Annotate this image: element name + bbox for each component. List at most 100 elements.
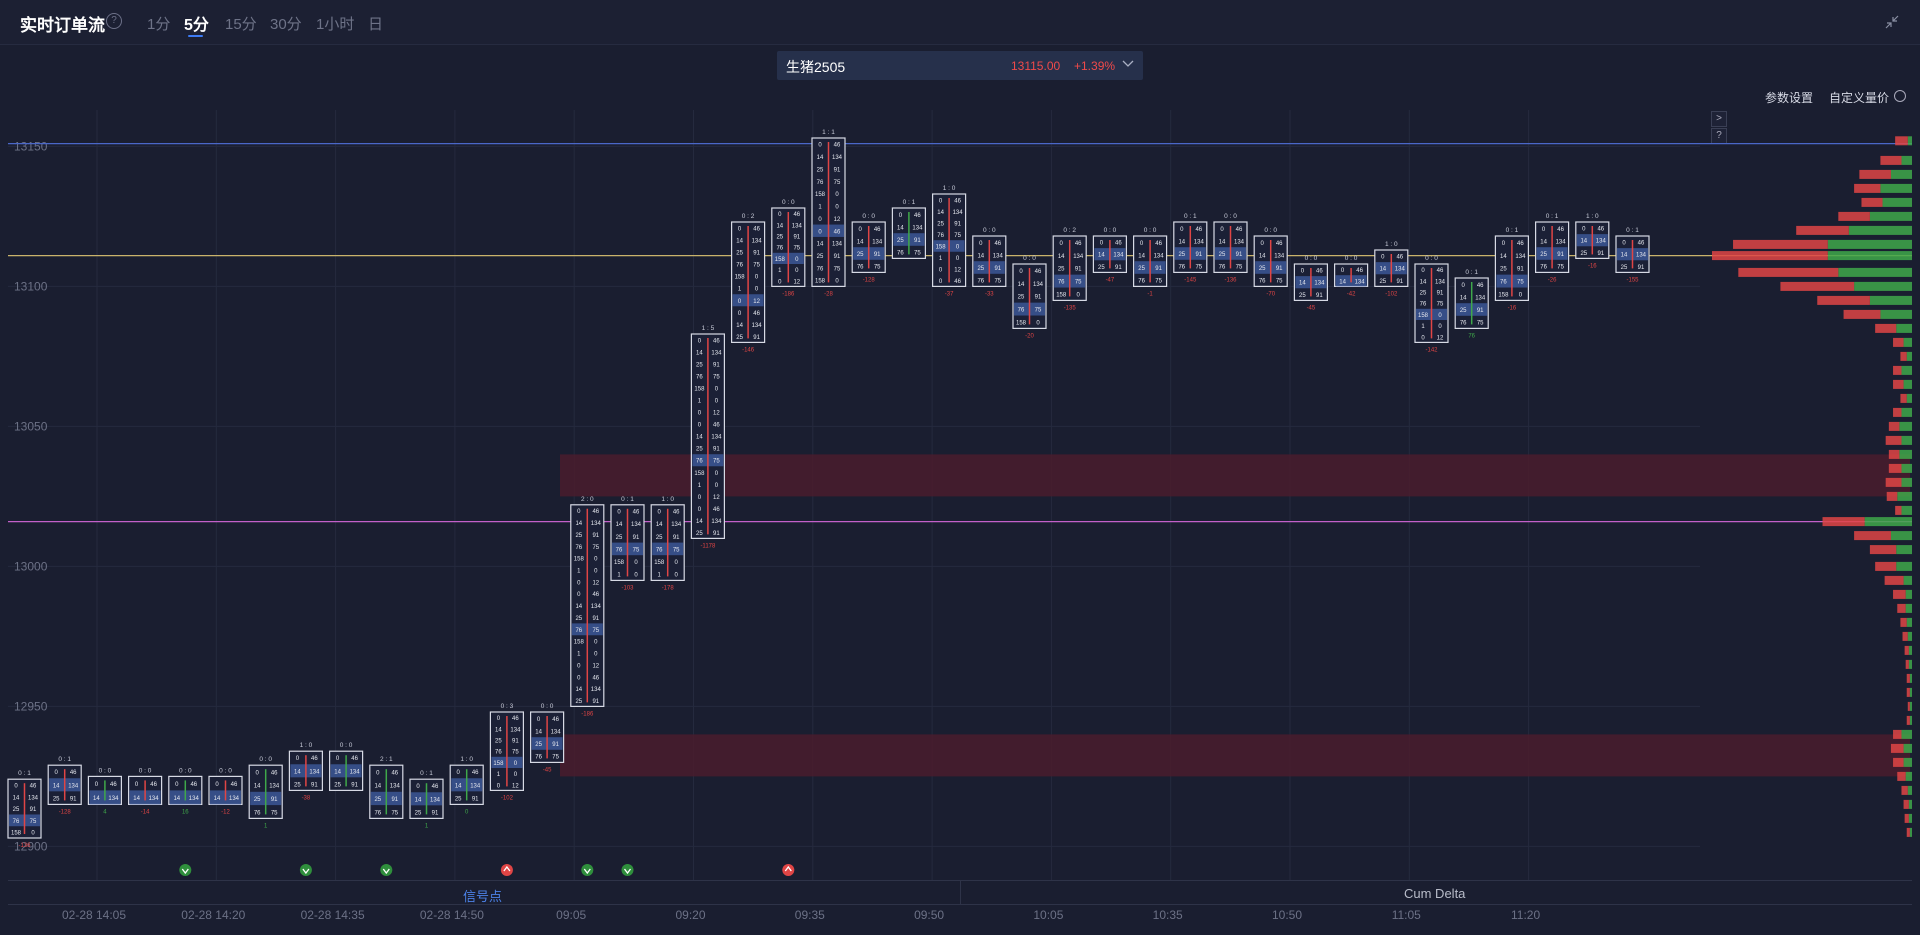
profile-bid-bar: [1900, 617, 1907, 627]
profile-bid-bar: [1838, 211, 1870, 221]
bid-cell: 76: [1178, 265, 1185, 271]
bar-delta-label: -103: [621, 585, 634, 591]
bid-cell: 0: [256, 770, 260, 776]
profile-ask-bar: [1906, 617, 1912, 627]
instrument-selector[interactable]: 生猪2505 13115.00 +1.39%: [777, 51, 1143, 80]
ask-cell: 46: [1396, 255, 1403, 261]
tab-day[interactable]: 日: [368, 16, 384, 33]
bar-ratio-label: 0 : 1: [18, 770, 31, 777]
profile-bid-bar: [1888, 421, 1900, 431]
bid-cell: 25: [1420, 291, 1427, 297]
bid-cell: 14: [1098, 253, 1105, 259]
profile-ask-bar: [1908, 645, 1912, 655]
signal-down-icon: [299, 864, 312, 876]
bid-cell: 1: [698, 483, 702, 489]
bar-ratio-label: 0 : 0: [259, 756, 272, 763]
tab-15min[interactable]: 15分: [225, 16, 257, 33]
ask-cell: 91: [874, 252, 881, 258]
expand-button[interactable]: >: [1711, 111, 1727, 127]
ask-cell: 46: [793, 212, 800, 218]
bid-cell: 76: [1540, 265, 1547, 271]
bid-cell: 0: [497, 716, 501, 722]
bid-cell: 25: [1540, 252, 1547, 258]
bid-cell: 158: [1498, 292, 1509, 298]
tab-signals[interactable]: 信号点: [463, 889, 503, 904]
bid-cell: 0: [1381, 255, 1385, 261]
profile-ask-bar: [1869, 211, 1912, 221]
ask-cell: 91: [914, 238, 921, 244]
ask-cell: 12: [713, 495, 720, 501]
bar-delta-label: 16: [182, 809, 189, 815]
bid-cell: 25: [736, 335, 743, 341]
help-icon[interactable]: ?: [106, 13, 122, 29]
ask-cell: 134: [390, 784, 401, 790]
ask-cell: 134: [671, 522, 682, 528]
ask-cell: 134: [1073, 254, 1084, 260]
custom-volume-price-link[interactable]: 自定义量价: [1829, 91, 1890, 105]
profile-bid-bar: [1780, 281, 1855, 291]
tab-1min[interactable]: 1分: [147, 16, 171, 33]
profile-ask-bar: [1905, 771, 1912, 781]
bar-ratio-label: 0 : 0: [139, 767, 152, 774]
bid-cell: 0: [698, 339, 702, 345]
ask-cell: 46: [1075, 241, 1082, 247]
bid-cell: 0: [577, 592, 581, 598]
bottom-tab-divider: [960, 881, 961, 904]
bar-ratio-label: 0 : 0: [1104, 227, 1117, 234]
tab-cum-delta[interactable]: Cum Delta: [1404, 886, 1466, 901]
bar-delta-label: -45: [543, 767, 552, 773]
bid-cell: 14: [575, 604, 582, 610]
x-tick-label: 02-28 14:35: [301, 908, 365, 922]
bid-cell: 158: [574, 557, 585, 563]
bid-cell: 0: [1421, 268, 1425, 274]
ask-cell: 75: [673, 547, 680, 553]
profile-bid-bar: [1895, 505, 1902, 515]
settings-icon[interactable]: [1894, 90, 1906, 102]
bid-cell: 158: [614, 560, 625, 566]
bid-cell: 25: [1580, 251, 1587, 257]
ask-cell: 0: [675, 560, 679, 566]
ask-cell: 46: [994, 241, 1001, 247]
bar-ratio-label: 0 : 1: [1626, 227, 1639, 234]
profile-ask-bar: [1908, 659, 1912, 669]
profile-bid-bar: [1893, 407, 1902, 417]
bid-cell: 14: [214, 796, 221, 802]
ask-cell: 134: [711, 351, 722, 357]
collapse-icon[interactable]: [1884, 14, 1900, 30]
param-settings-link[interactable]: 参数设置: [1765, 91, 1814, 105]
tab-5min[interactable]: 5分: [184, 17, 209, 34]
highlight-zone: [560, 734, 1910, 777]
bar-ratio-label: 0 : 0: [1345, 255, 1358, 262]
tab-1hour[interactable]: 1小时: [316, 16, 355, 33]
y-tick-label: 13150: [14, 139, 48, 153]
profile-ask-bar: [1903, 379, 1912, 389]
ask-cell: 75: [753, 263, 760, 269]
bid-cell: 25: [53, 796, 60, 802]
ask-cell: 75: [793, 246, 800, 252]
x-tick-label: 02-28 14:50: [420, 908, 484, 922]
x-tick-label: 10:50: [1272, 908, 1302, 922]
bid-cell: 25: [696, 531, 703, 537]
bid-cell: 14: [535, 729, 542, 735]
tab-30min[interactable]: 30分: [270, 16, 302, 33]
y-tick-label: 12950: [14, 699, 48, 713]
bar-ratio-label: 0 : 3: [501, 703, 514, 710]
ask-cell: 46: [190, 782, 197, 788]
ask-cell: 75: [592, 628, 599, 634]
bid-cell: 25: [857, 252, 864, 258]
ask-cell: 0: [1036, 320, 1040, 326]
ask-cell: 0: [715, 399, 719, 405]
ask-cell: 91: [592, 699, 599, 705]
bid-cell: 0: [416, 784, 420, 790]
ask-cell: 75: [271, 810, 278, 816]
ask-cell: 134: [792, 223, 803, 229]
profile-ask-bar: [1897, 491, 1912, 501]
bar-delta-label: -128: [59, 809, 72, 815]
ask-cell: 134: [1596, 239, 1607, 245]
active-tab-indicator: [188, 35, 203, 37]
profile-ask-bar: [1896, 323, 1912, 333]
profile-ask-bar: [1906, 393, 1912, 403]
bar-ratio-label: 0 : 0: [1144, 227, 1157, 234]
bid-cell: 25: [1138, 266, 1145, 272]
